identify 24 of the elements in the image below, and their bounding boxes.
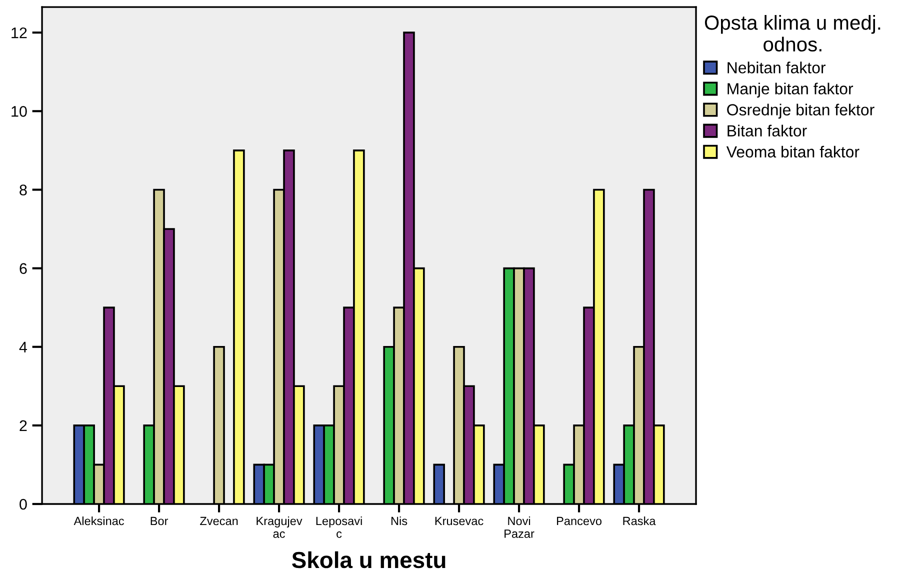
legend-title: Opsta klima u medj. odnos. [704, 15, 880, 52]
y-tick-label: 6 [20, 263, 27, 274]
x-tick-label: Novi Pazar [504, 516, 534, 538]
legend-label: Veoma bitan faktor [726, 146, 860, 158]
legend-label: Manje bitan faktor [728, 82, 854, 98]
legend-label: Bitan faktor [728, 124, 807, 137]
y-tick-label: 10 [12, 106, 27, 117]
x-tick-label: Nis [391, 516, 408, 526]
y-tick-label: 4 [19, 342, 28, 352]
x-axis-title: Skola u mestu [292, 551, 446, 568]
x-tick-label: Raska [623, 516, 656, 526]
x-tick-label: Bor [150, 516, 168, 526]
legend-label: Osrednje bitan fektor [727, 104, 874, 119]
x-tick-label: Kragujev ac [256, 516, 302, 538]
x-tick-label: Leposavi c [316, 516, 362, 538]
y-tick-label: 2 [20, 420, 27, 431]
x-tick-label: Krusevac [435, 516, 484, 526]
y-tick-label: 8 [20, 184, 27, 196]
legend-label: Nebitan faktor [728, 62, 826, 74]
x-tick-label: Zvecan [200, 516, 238, 526]
y-tick-label: 0 [20, 498, 27, 510]
x-tick-label: Pancevo [557, 516, 602, 526]
y-tick-label: 12 [12, 27, 27, 38]
x-tick-label: Aleksinac [74, 516, 124, 526]
